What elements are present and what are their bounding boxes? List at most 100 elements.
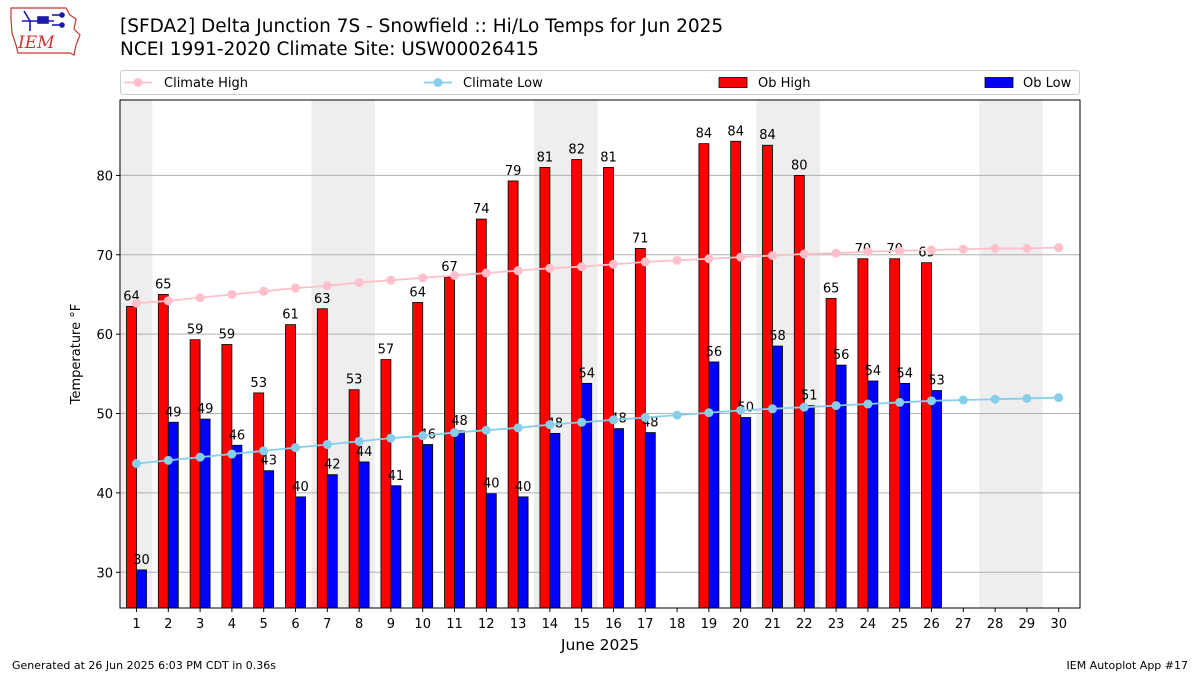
climate-high-point xyxy=(577,262,587,272)
ob-low-label: 42 xyxy=(324,458,341,473)
x-tick-label: 13 xyxy=(510,617,527,632)
x-tick-label: 3 xyxy=(196,617,204,632)
ob-low-bar xyxy=(708,361,720,609)
climate-high-point xyxy=(163,296,173,306)
ob-low-bar xyxy=(803,405,815,609)
ob-high-label: 65 xyxy=(155,277,172,292)
climate-low-point xyxy=(132,459,141,469)
climate-high-point xyxy=(386,275,396,285)
climate-low-point xyxy=(545,420,555,430)
ob-low-bar xyxy=(740,417,752,609)
ob-low-label: 58 xyxy=(769,329,786,344)
legend-ob-low-swatch xyxy=(984,77,1014,88)
x-tick-label: 27 xyxy=(955,617,972,632)
climate-high-point xyxy=(227,289,237,299)
ob-high-bar xyxy=(603,167,614,609)
ob-low-bar xyxy=(167,421,179,609)
ob-low-bar xyxy=(231,444,243,609)
ob-high-label: 59 xyxy=(187,323,204,338)
x-tick-label: 12 xyxy=(478,617,495,632)
legend: Climate High Climate Low Ob High Ob Low xyxy=(120,70,1080,95)
climate-low-point xyxy=(386,433,396,443)
climate-high-point xyxy=(799,249,809,259)
weather-station-icon xyxy=(22,10,65,31)
ob-low-bar xyxy=(867,380,879,609)
climate-high-point xyxy=(958,244,968,254)
legend-ob-high-label: Ob High xyxy=(758,76,811,91)
x-tick-label: 15 xyxy=(573,617,590,632)
climate-low-point xyxy=(927,396,936,406)
legend-climate-low-label: Climate Low xyxy=(463,76,543,91)
ob-high-bar xyxy=(571,159,583,609)
x-tick-label: 16 xyxy=(605,617,622,632)
climate-low-point xyxy=(768,404,777,414)
x-tick-label: 22 xyxy=(796,617,813,632)
climate-low-point xyxy=(895,397,905,407)
climate-low-point xyxy=(513,423,523,433)
ob-low-bar xyxy=(358,461,370,609)
climate-low-point xyxy=(672,410,682,420)
x-tick-label: 10 xyxy=(414,617,431,632)
ob-high-label: 59 xyxy=(219,327,236,342)
x-tick-label: 11 xyxy=(446,617,463,632)
climate-high-point xyxy=(736,252,746,262)
ob-high-bar xyxy=(539,167,551,609)
climate-low-line xyxy=(136,396,1059,465)
ob-low-label: 48 xyxy=(451,414,468,429)
ob-low-label: 54 xyxy=(578,366,595,381)
ob-low-bar xyxy=(613,428,624,609)
legend-climate-high-label: Climate High xyxy=(164,76,248,91)
ob-low-label: 49 xyxy=(165,405,182,420)
ob-low-label: 41 xyxy=(388,469,405,484)
ob-high-bar xyxy=(285,324,296,609)
ob-low-label: 51 xyxy=(801,389,818,404)
ob-high-bar xyxy=(157,294,169,609)
ob-low-bar xyxy=(136,569,147,609)
climate-low-point xyxy=(163,455,173,465)
x-tick-label: 29 xyxy=(1019,617,1036,632)
ob-high-label: 81 xyxy=(600,150,617,165)
climate-low-point xyxy=(640,413,650,422)
climate-low-point xyxy=(322,439,332,449)
ob-high-bar xyxy=(412,302,424,609)
y-tick-label: 50 xyxy=(96,408,113,423)
ob-low-label: 40 xyxy=(483,477,500,492)
iem-logo: IEM xyxy=(10,7,81,56)
ob-high-bar xyxy=(825,298,837,609)
climate-low-point xyxy=(450,428,459,438)
ob-high-bar xyxy=(475,218,487,609)
ob-high-bar xyxy=(730,140,742,609)
ob-high-bar xyxy=(762,144,773,609)
climate-high-point xyxy=(990,243,1000,253)
climate-low-point xyxy=(958,395,968,405)
x-tick-label: 8 xyxy=(355,617,363,632)
ob-high-bar xyxy=(889,258,901,609)
ob-high-label: 80 xyxy=(791,158,808,173)
ob-high-bar xyxy=(253,392,265,609)
ob-high-label: 79 xyxy=(505,164,522,179)
ob-low-label: 53 xyxy=(928,374,945,389)
ob-high-bar xyxy=(348,389,360,609)
ob-low-bar xyxy=(517,496,529,609)
ob-high-bar xyxy=(921,262,932,609)
ob-low-bar xyxy=(485,493,497,609)
ob-low-bar xyxy=(422,444,434,609)
climate-low-point xyxy=(1054,393,1064,403)
climate-high-point xyxy=(132,298,141,308)
climate-high-point xyxy=(195,293,205,303)
ob-high-label: 64 xyxy=(409,285,426,300)
climate-low-point xyxy=(736,405,746,415)
ob-high-label: 82 xyxy=(568,143,585,158)
ob-low-bar xyxy=(644,432,656,609)
climate-high-point xyxy=(322,281,332,291)
climate-high-line xyxy=(136,246,1059,305)
x-axis-label: June 2025 xyxy=(560,636,639,654)
x-tick-label: 1 xyxy=(132,617,140,632)
ob-low-label: 40 xyxy=(292,480,309,495)
ob-high-label: 61 xyxy=(282,308,299,323)
ob-low-bar xyxy=(390,485,402,609)
x-tick-label: 25 xyxy=(891,617,908,632)
x-tick-label: 4 xyxy=(228,617,236,632)
legend-box xyxy=(120,70,1080,95)
x-tick-label: 26 xyxy=(923,617,940,632)
